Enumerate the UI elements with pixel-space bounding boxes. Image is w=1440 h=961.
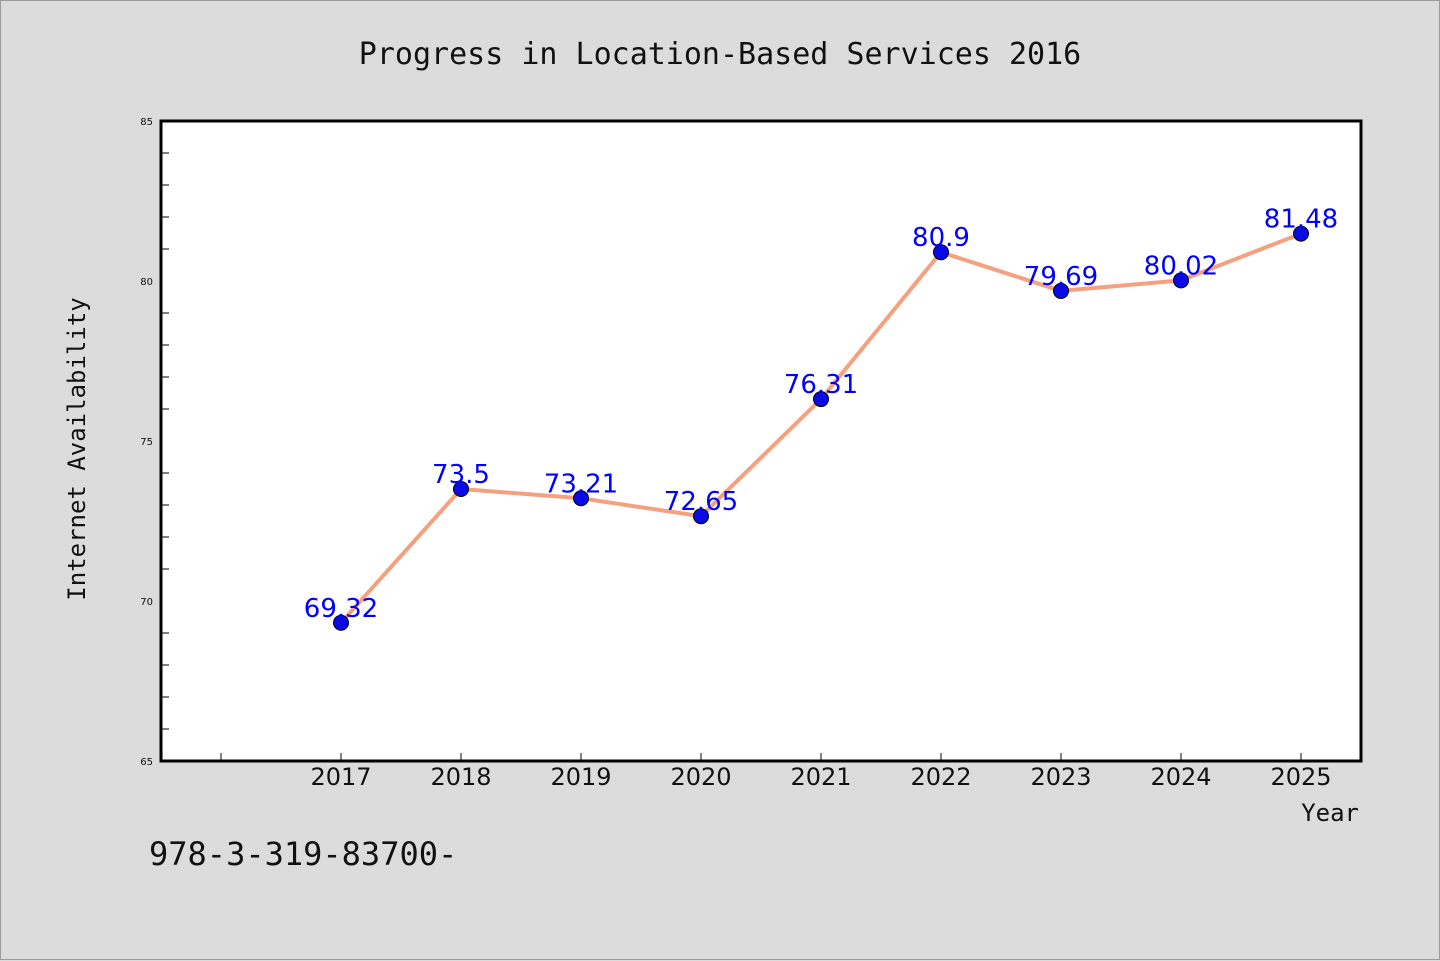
data-label: 73.21 xyxy=(544,469,618,499)
x-axis-label: Year xyxy=(1301,799,1359,827)
x-tick-label: 2019 xyxy=(550,763,611,791)
isbn-footnote: 978-3-319-83700- xyxy=(149,835,457,873)
data-point xyxy=(1293,225,1309,242)
x-tick-label: 2018 xyxy=(430,763,491,791)
plot-area xyxy=(159,119,1363,763)
y-tick-label: 85 xyxy=(140,117,153,128)
x-tick-label: 2020 xyxy=(670,763,731,791)
x-tick-label: 2022 xyxy=(910,763,971,791)
data-label: 69.32 xyxy=(304,594,378,624)
data-points-group xyxy=(333,225,1309,631)
data-label: 73.5 xyxy=(432,460,490,490)
data-label: 80.02 xyxy=(1144,251,1218,281)
y-tick-label: 75 xyxy=(140,437,153,448)
data-point xyxy=(1173,272,1189,289)
data-point xyxy=(1053,282,1069,299)
x-tick-label: 2023 xyxy=(1030,763,1091,791)
data-label: 76.31 xyxy=(784,370,858,400)
data-label: 72.65 xyxy=(664,487,738,517)
x-axis: 2017 2018 2019 2020 2021 2022 2023 2024 2025 xyxy=(220,753,1332,791)
x-tick-label: 2024 xyxy=(1150,763,1211,791)
data-point xyxy=(333,614,349,631)
data-point xyxy=(813,391,829,408)
data-label: 81.48 xyxy=(1264,205,1338,235)
x-tick-label: 2021 xyxy=(790,763,851,791)
chart-title: Progress in Location-Based Services 2016 xyxy=(359,37,1081,72)
x-tick-label: 2025 xyxy=(1270,763,1331,791)
data-point xyxy=(933,244,949,261)
x-tick-label: 2017 xyxy=(310,763,371,791)
data-point xyxy=(693,508,709,525)
data-point xyxy=(453,481,469,497)
y-axis: 65 70 75 80 85 xyxy=(140,117,169,768)
data-point xyxy=(573,490,589,507)
y-tick-label: 80 xyxy=(140,277,153,288)
data-labels-group: 69.32 73.5 73.21 72.65 76.31 80.9 79.69 80.02 81… xyxy=(304,205,1338,624)
data-label: 80.9 xyxy=(912,223,970,253)
y-tick-label: 70 xyxy=(140,597,153,608)
y-axis-label: Internet Availability xyxy=(63,297,91,600)
data-label: 79.69 xyxy=(1024,262,1098,292)
y-tick-label: 65 xyxy=(140,757,153,768)
